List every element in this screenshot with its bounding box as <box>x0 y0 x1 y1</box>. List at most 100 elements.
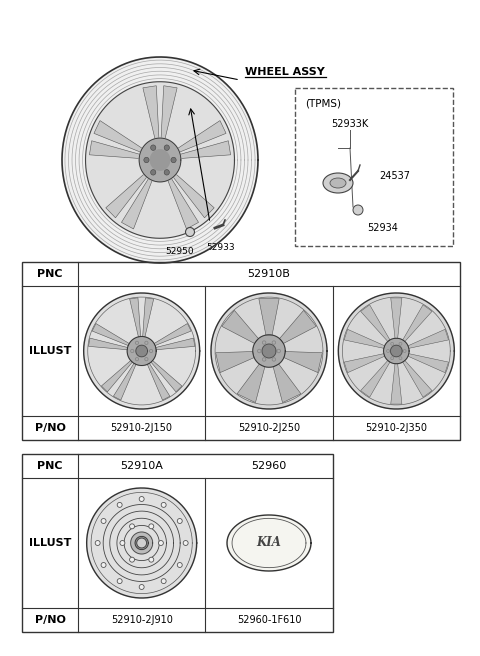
Text: 52934: 52934 <box>368 223 398 233</box>
Text: ILLUST: ILLUST <box>29 346 71 356</box>
Polygon shape <box>279 310 316 344</box>
Polygon shape <box>173 174 214 218</box>
Text: 52910-2J250: 52910-2J250 <box>238 423 300 433</box>
Polygon shape <box>156 338 195 350</box>
Polygon shape <box>391 363 402 404</box>
Ellipse shape <box>164 170 169 175</box>
Polygon shape <box>150 150 170 170</box>
Circle shape <box>130 524 134 529</box>
Polygon shape <box>154 323 191 346</box>
Text: 52910-2J350: 52910-2J350 <box>365 423 427 433</box>
Text: 52950: 52950 <box>166 247 194 256</box>
Polygon shape <box>262 344 276 358</box>
Ellipse shape <box>323 173 353 193</box>
Circle shape <box>139 584 144 590</box>
Polygon shape <box>87 488 197 598</box>
Polygon shape <box>168 178 199 229</box>
Circle shape <box>130 557 134 562</box>
Polygon shape <box>136 345 147 357</box>
Polygon shape <box>139 138 181 182</box>
Ellipse shape <box>144 157 149 163</box>
Circle shape <box>101 563 106 567</box>
Polygon shape <box>384 338 409 364</box>
Circle shape <box>117 502 122 507</box>
Ellipse shape <box>330 178 346 188</box>
Polygon shape <box>408 329 448 348</box>
Text: 52910B: 52910B <box>248 269 290 279</box>
Circle shape <box>158 541 163 546</box>
Circle shape <box>101 518 106 523</box>
Polygon shape <box>273 364 301 403</box>
Text: WHEEL ASSY: WHEEL ASSY <box>245 67 325 77</box>
Circle shape <box>185 228 194 237</box>
Text: P/NO: P/NO <box>35 615 65 625</box>
Polygon shape <box>237 364 265 403</box>
Ellipse shape <box>164 145 169 150</box>
Circle shape <box>161 579 166 584</box>
Polygon shape <box>284 352 323 373</box>
Polygon shape <box>130 298 141 337</box>
Polygon shape <box>101 361 132 392</box>
Text: 52933: 52933 <box>207 243 235 252</box>
Polygon shape <box>106 174 147 218</box>
Text: 52960-1F610: 52960-1F610 <box>237 615 301 625</box>
Polygon shape <box>216 352 254 373</box>
Polygon shape <box>161 86 177 138</box>
Ellipse shape <box>151 170 156 175</box>
Ellipse shape <box>151 145 156 150</box>
Circle shape <box>137 538 146 548</box>
Text: KIA: KIA <box>257 537 281 550</box>
Polygon shape <box>127 337 156 365</box>
Circle shape <box>149 557 154 562</box>
Polygon shape <box>62 57 258 263</box>
Polygon shape <box>338 293 455 409</box>
Polygon shape <box>408 354 448 373</box>
Polygon shape <box>403 361 432 398</box>
Polygon shape <box>222 310 258 344</box>
Text: 52960: 52960 <box>252 461 287 471</box>
Text: (TPMS): (TPMS) <box>305 99 341 109</box>
Text: 52910-2J910: 52910-2J910 <box>111 615 173 625</box>
Circle shape <box>95 541 100 546</box>
Polygon shape <box>88 338 128 350</box>
Polygon shape <box>84 293 200 409</box>
Text: P/NO: P/NO <box>35 423 65 433</box>
Circle shape <box>177 518 182 523</box>
Polygon shape <box>227 515 311 571</box>
Polygon shape <box>135 537 148 550</box>
Text: PNC: PNC <box>37 461 63 471</box>
Text: PNC: PNC <box>37 269 63 279</box>
Text: 52910-2J150: 52910-2J150 <box>111 423 173 433</box>
Polygon shape <box>178 121 226 152</box>
Polygon shape <box>391 345 402 357</box>
Polygon shape <box>180 141 230 159</box>
Polygon shape <box>147 363 170 400</box>
Circle shape <box>183 541 188 546</box>
Polygon shape <box>259 298 279 335</box>
Circle shape <box>161 502 166 507</box>
Text: 52910A: 52910A <box>120 461 163 471</box>
Polygon shape <box>94 121 142 152</box>
Polygon shape <box>253 335 285 367</box>
Polygon shape <box>360 361 390 398</box>
Polygon shape <box>131 532 153 554</box>
Text: 52933K: 52933K <box>331 119 369 129</box>
Circle shape <box>353 205 363 215</box>
Bar <box>22 262 460 440</box>
Polygon shape <box>143 86 159 138</box>
Polygon shape <box>344 354 384 373</box>
Polygon shape <box>89 141 140 159</box>
Circle shape <box>177 563 182 567</box>
Polygon shape <box>211 293 327 409</box>
Circle shape <box>120 541 125 546</box>
Polygon shape <box>143 298 154 337</box>
Polygon shape <box>151 361 182 392</box>
Ellipse shape <box>171 157 176 163</box>
Polygon shape <box>360 305 390 342</box>
Polygon shape <box>85 82 235 238</box>
Polygon shape <box>391 298 402 338</box>
Text: ILLUST: ILLUST <box>29 538 71 548</box>
Polygon shape <box>113 363 136 400</box>
Circle shape <box>117 579 122 584</box>
Polygon shape <box>403 305 432 342</box>
